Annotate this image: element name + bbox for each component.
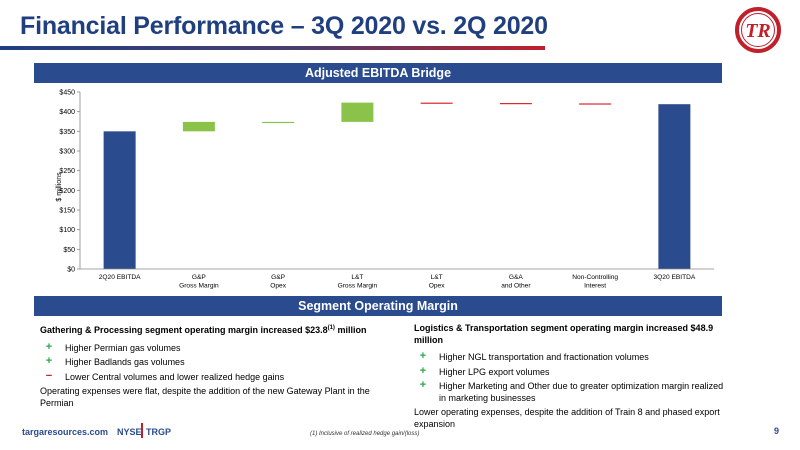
footer-website-link[interactable]: targaresources.com [22,427,109,437]
gp-heading: Gathering & Processing segment operating… [40,325,367,335]
footnote-marker: (1) [327,325,335,331]
chart-bar [341,102,374,122]
plus-icon: + [45,340,53,353]
x-tick-label: Interest [584,283,606,290]
bullet-text: Higher LPG export volumes [439,366,550,377]
bullet-item: + Higher LPG export volumes [414,364,730,379]
x-tick-label: Opex [270,283,286,290]
bullet-text: Lower Central volumes and lower realized… [65,371,285,382]
company-logo: TR [730,4,786,56]
y-tick-label: $200 [59,188,75,195]
page-title: Financial Performance – 3Q 2020 vs. 2Q 2… [20,12,548,40]
minus-icon: − [45,369,53,382]
y-tick-label: $300 [59,149,75,156]
bullet-item: + Higher Permian gas volumes [40,340,380,355]
y-tick-label: $400 [59,109,75,116]
x-tick-label: Opex [429,283,445,290]
section-header-ebitda-bridge: Adjusted EBITDA Bridge [34,63,722,83]
bullet-item: + Higher Marketing and Other due to great… [414,379,730,404]
x-axis: 2Q20 EBITDA G&P Gross Margin G&P Opex L&T Gros… [80,268,714,290]
bullet-text: Higher Badlands gas volumes [65,357,185,367]
bullet-text: Higher Permian gas volumes [65,342,181,353]
logo-icon: TR [731,5,785,55]
lt-segment-column: Logistics & Transportation segment opera… [414,323,730,430]
plus-icon: + [45,355,53,367]
chart-bar [658,104,691,269]
y-tick-label: $450 [59,90,75,97]
gp-bullet-list: + Higher Permian gas volumes + Higher Badla… [40,340,380,384]
chart-bar [579,103,612,105]
lt-note: Lower operating expenses, despite the ad… [414,407,720,429]
title-underline [0,46,545,50]
y-axis-label: $ millions [56,172,63,202]
y-tick-label: $0 [67,267,75,274]
chart-bar [262,121,295,124]
x-tick-label: L&T [431,274,443,281]
plus-icon: + [419,350,427,362]
y-tick-label: $350 [59,129,75,136]
y-tick-label: $150 [59,208,75,215]
y-axis: $0 $50 $100 $150 $200 $250 $300 $350 $400 $450 [59,90,81,274]
gp-segment-column: Gathering & Processing segment operating… [40,323,380,409]
y-tick-label: $50 [63,247,75,254]
logo-text: TR [745,20,771,42]
bullet-item: + Higher NGL transportation and fractiona… [414,350,730,364]
x-tick-label: Gross Margin [179,283,219,290]
footer-separator [141,423,143,438]
x-tick-label: and Other [501,283,531,290]
lt-heading: Logistics & Transportation segment opera… [414,323,714,345]
page-number: 9 [774,426,780,436]
footer-ticker: TRGP [146,427,172,437]
plus-icon: + [419,364,427,377]
chart-bar [499,103,532,105]
x-tick-label: G&P [192,274,207,281]
chart-bar [420,102,453,104]
x-tick-label: Non-Controlling [572,274,618,281]
y-tick-label: $250 [59,168,75,175]
x-tick-label: 2Q20 EBITDA [99,274,141,281]
x-tick-label: G&P [271,274,286,281]
x-tick-label: L&T [351,274,363,281]
bullet-item: + Higher Badlands gas volumes [40,355,380,369]
bars [103,102,691,269]
section-header-segment-margin: Segment Operating Margin [34,296,722,316]
chart-bar [182,121,215,132]
gp-note: Operating expenses were flat, despite th… [40,386,370,408]
footnote: (1) Inclusive of realized hedge gain/(lo… [310,431,420,437]
footer-exchange: NYSE [117,427,142,437]
ebitda-bridge-chart: $0 $50 $100 $150 $200 $250 $300 $350 $400 $450 2Q… [56,90,714,290]
plus-icon: + [419,379,427,391]
x-tick-label: G&A [509,274,524,281]
bullet-item: − Lower Central volumes and lower realize… [40,369,380,384]
x-tick-label: Gross Margin [338,283,378,290]
bullet-text: Higher Marketing and Other due to greate… [439,381,724,403]
lt-bullet-list: + Higher NGL transportation and fractiona… [414,350,730,404]
x-tick-label: 3Q20 EBITDA [653,274,695,281]
chart-bar [103,131,136,269]
y-tick-label: $100 [59,227,75,234]
bullet-text: Higher NGL transportation and fractionat… [439,352,649,362]
